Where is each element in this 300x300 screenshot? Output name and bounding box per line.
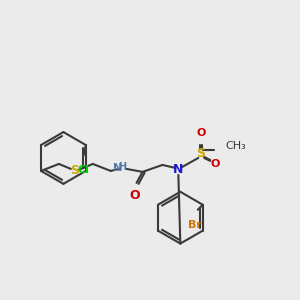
Text: Br: Br <box>188 220 202 230</box>
Text: S: S <box>70 164 79 177</box>
Text: O: O <box>196 128 206 138</box>
Text: Cl: Cl <box>78 165 90 175</box>
Text: S: S <box>196 148 205 160</box>
Text: CH₃: CH₃ <box>225 141 246 151</box>
Text: O: O <box>129 189 140 202</box>
Text: N: N <box>113 163 122 173</box>
Text: O: O <box>211 159 220 169</box>
Text: H: H <box>118 162 127 172</box>
Text: N: N <box>173 164 184 176</box>
